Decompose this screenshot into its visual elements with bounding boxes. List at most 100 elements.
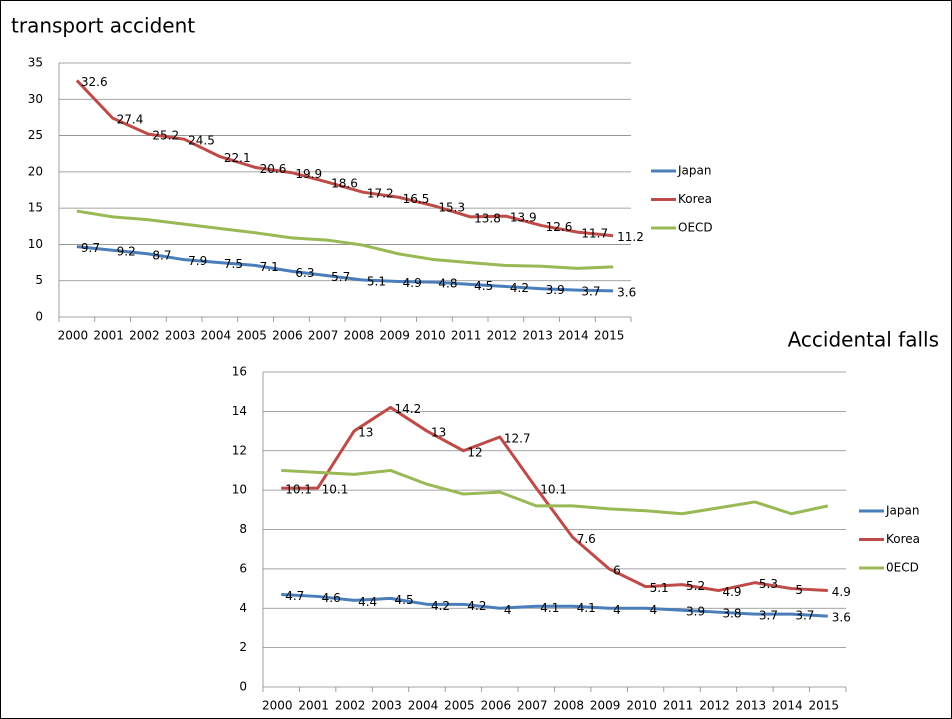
data-label: 4.2 (431, 599, 450, 613)
y-tick-label: 15 (28, 201, 43, 215)
data-label: 9.2 (117, 245, 136, 259)
x-tick-label: 2011 (663, 699, 694, 713)
data-label: 3.9 (686, 605, 705, 619)
data-label: 13.9 (510, 211, 537, 225)
data-label: 27.4 (117, 113, 144, 127)
x-tick-label: 2007 (308, 329, 339, 343)
data-label: 3.7 (759, 609, 778, 623)
x-tick-label: 2002 (129, 329, 160, 343)
x-tick-label: 2003 (165, 329, 196, 343)
y-tick-label: 10 (232, 483, 247, 497)
data-label: 19.9 (295, 167, 322, 181)
data-label: 4.8 (438, 277, 457, 291)
x-tick-label: 2012 (699, 699, 730, 713)
data-label: 6.3 (295, 266, 314, 280)
y-tick-label: 0 (239, 680, 247, 694)
x-tick-label: 2008 (344, 329, 375, 343)
data-label: 4.9 (403, 276, 422, 290)
y-tick-label: 10 (28, 237, 43, 251)
data-label: 11.7 (581, 227, 608, 241)
data-label: 7.5 (224, 257, 243, 271)
data-label: 3.7 (795, 609, 814, 623)
data-label: 10.1 (540, 483, 567, 497)
x-tick-label: 2002 (335, 699, 366, 713)
data-label: 12.6 (546, 220, 573, 234)
x-tick-label: 2010 (626, 699, 657, 713)
legend-label: Korea (678, 192, 712, 206)
data-label: 20.6 (260, 162, 287, 176)
y-tick-label: 5 (35, 273, 43, 287)
legend-label: Japan (677, 164, 711, 178)
data-label: 4.6 (322, 591, 341, 605)
data-label: 4 (650, 603, 658, 617)
x-tick-label: 2000 (262, 699, 293, 713)
x-tick-label: 2014 (558, 329, 589, 343)
data-label: 4.5 (474, 279, 493, 293)
data-label: 3.9 (546, 283, 565, 297)
chart-title: Accidental falls (788, 328, 939, 352)
x-tick-label: 2012 (487, 329, 518, 343)
x-tick-label: 2004 (408, 699, 439, 713)
legend-label: Japan (885, 504, 919, 518)
x-tick-label: 2010 (415, 329, 446, 343)
x-tick-label: 2005 (444, 699, 475, 713)
data-label: 11.2 (617, 230, 644, 244)
y-tick-label: 12 (232, 443, 247, 457)
data-label: 4 (504, 603, 512, 617)
data-label: 8.7 (152, 248, 171, 262)
data-label: 24.5 (188, 134, 215, 148)
data-label: 3.6 (832, 611, 851, 625)
x-tick-label: 2009 (590, 699, 621, 713)
x-tick-label: 2006 (481, 699, 512, 713)
data-label: 4 (613, 603, 621, 617)
x-tick-label: 2004 (201, 329, 232, 343)
data-label: 13 (358, 426, 373, 440)
x-tick-label: 2015 (809, 699, 840, 713)
data-label: 16.5 (403, 192, 430, 206)
data-label: 4.1 (540, 601, 559, 615)
series-line (281, 405, 828, 593)
x-tick-label: 2014 (772, 699, 803, 713)
series-line (281, 592, 828, 618)
data-label: 7.1 (260, 260, 279, 274)
data-label: 32.6 (81, 75, 108, 89)
data-label: 15.3 (438, 200, 465, 214)
y-tick-label: 4 (239, 601, 247, 615)
data-label: 4.9 (722, 585, 741, 599)
y-tick-label: 8 (239, 522, 247, 536)
data-label: 5.2 (686, 579, 705, 593)
x-tick-label: 2006 (272, 329, 303, 343)
data-label: 4.2 (467, 599, 486, 613)
x-tick-label: 2008 (553, 699, 584, 713)
data-label: 3.6 (617, 285, 636, 299)
x-tick-label: 2000 (58, 329, 89, 343)
y-tick-label: 2 (239, 640, 247, 654)
y-tick-label: 0 (35, 310, 43, 324)
data-label: 13 (431, 426, 446, 440)
chart-title: transport accident (11, 14, 195, 38)
y-tick-label: 14 (232, 404, 247, 418)
data-label: 4.7 (285, 589, 304, 603)
data-label: 14.2 (395, 402, 422, 416)
data-label: 12.7 (504, 431, 531, 445)
data-label: 13.8 (474, 211, 501, 225)
x-tick-label: 2013 (522, 329, 553, 343)
data-label: 10.1 (322, 483, 349, 497)
data-label: 5.1 (367, 274, 386, 288)
x-tick-label: 2001 (93, 329, 124, 343)
data-label: 4.1 (577, 601, 596, 615)
x-tick-label: 2013 (736, 699, 767, 713)
data-label: 5.3 (759, 577, 778, 591)
series-line (76, 209, 614, 270)
data-label: 5 (795, 583, 803, 597)
data-label: 3.7 (581, 285, 600, 299)
data-label: 10.1 (285, 483, 312, 497)
series-line (75, 79, 614, 238)
data-label: 25.2 (152, 129, 179, 143)
data-label: 17.2 (367, 187, 394, 201)
data-label: 5.1 (650, 581, 669, 595)
y-tick-label: 25 (28, 128, 43, 142)
data-label: 7.6 (577, 532, 596, 546)
